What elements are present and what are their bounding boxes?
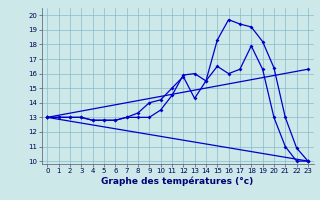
X-axis label: Graphe des températures (°c): Graphe des températures (°c) — [101, 177, 254, 186]
